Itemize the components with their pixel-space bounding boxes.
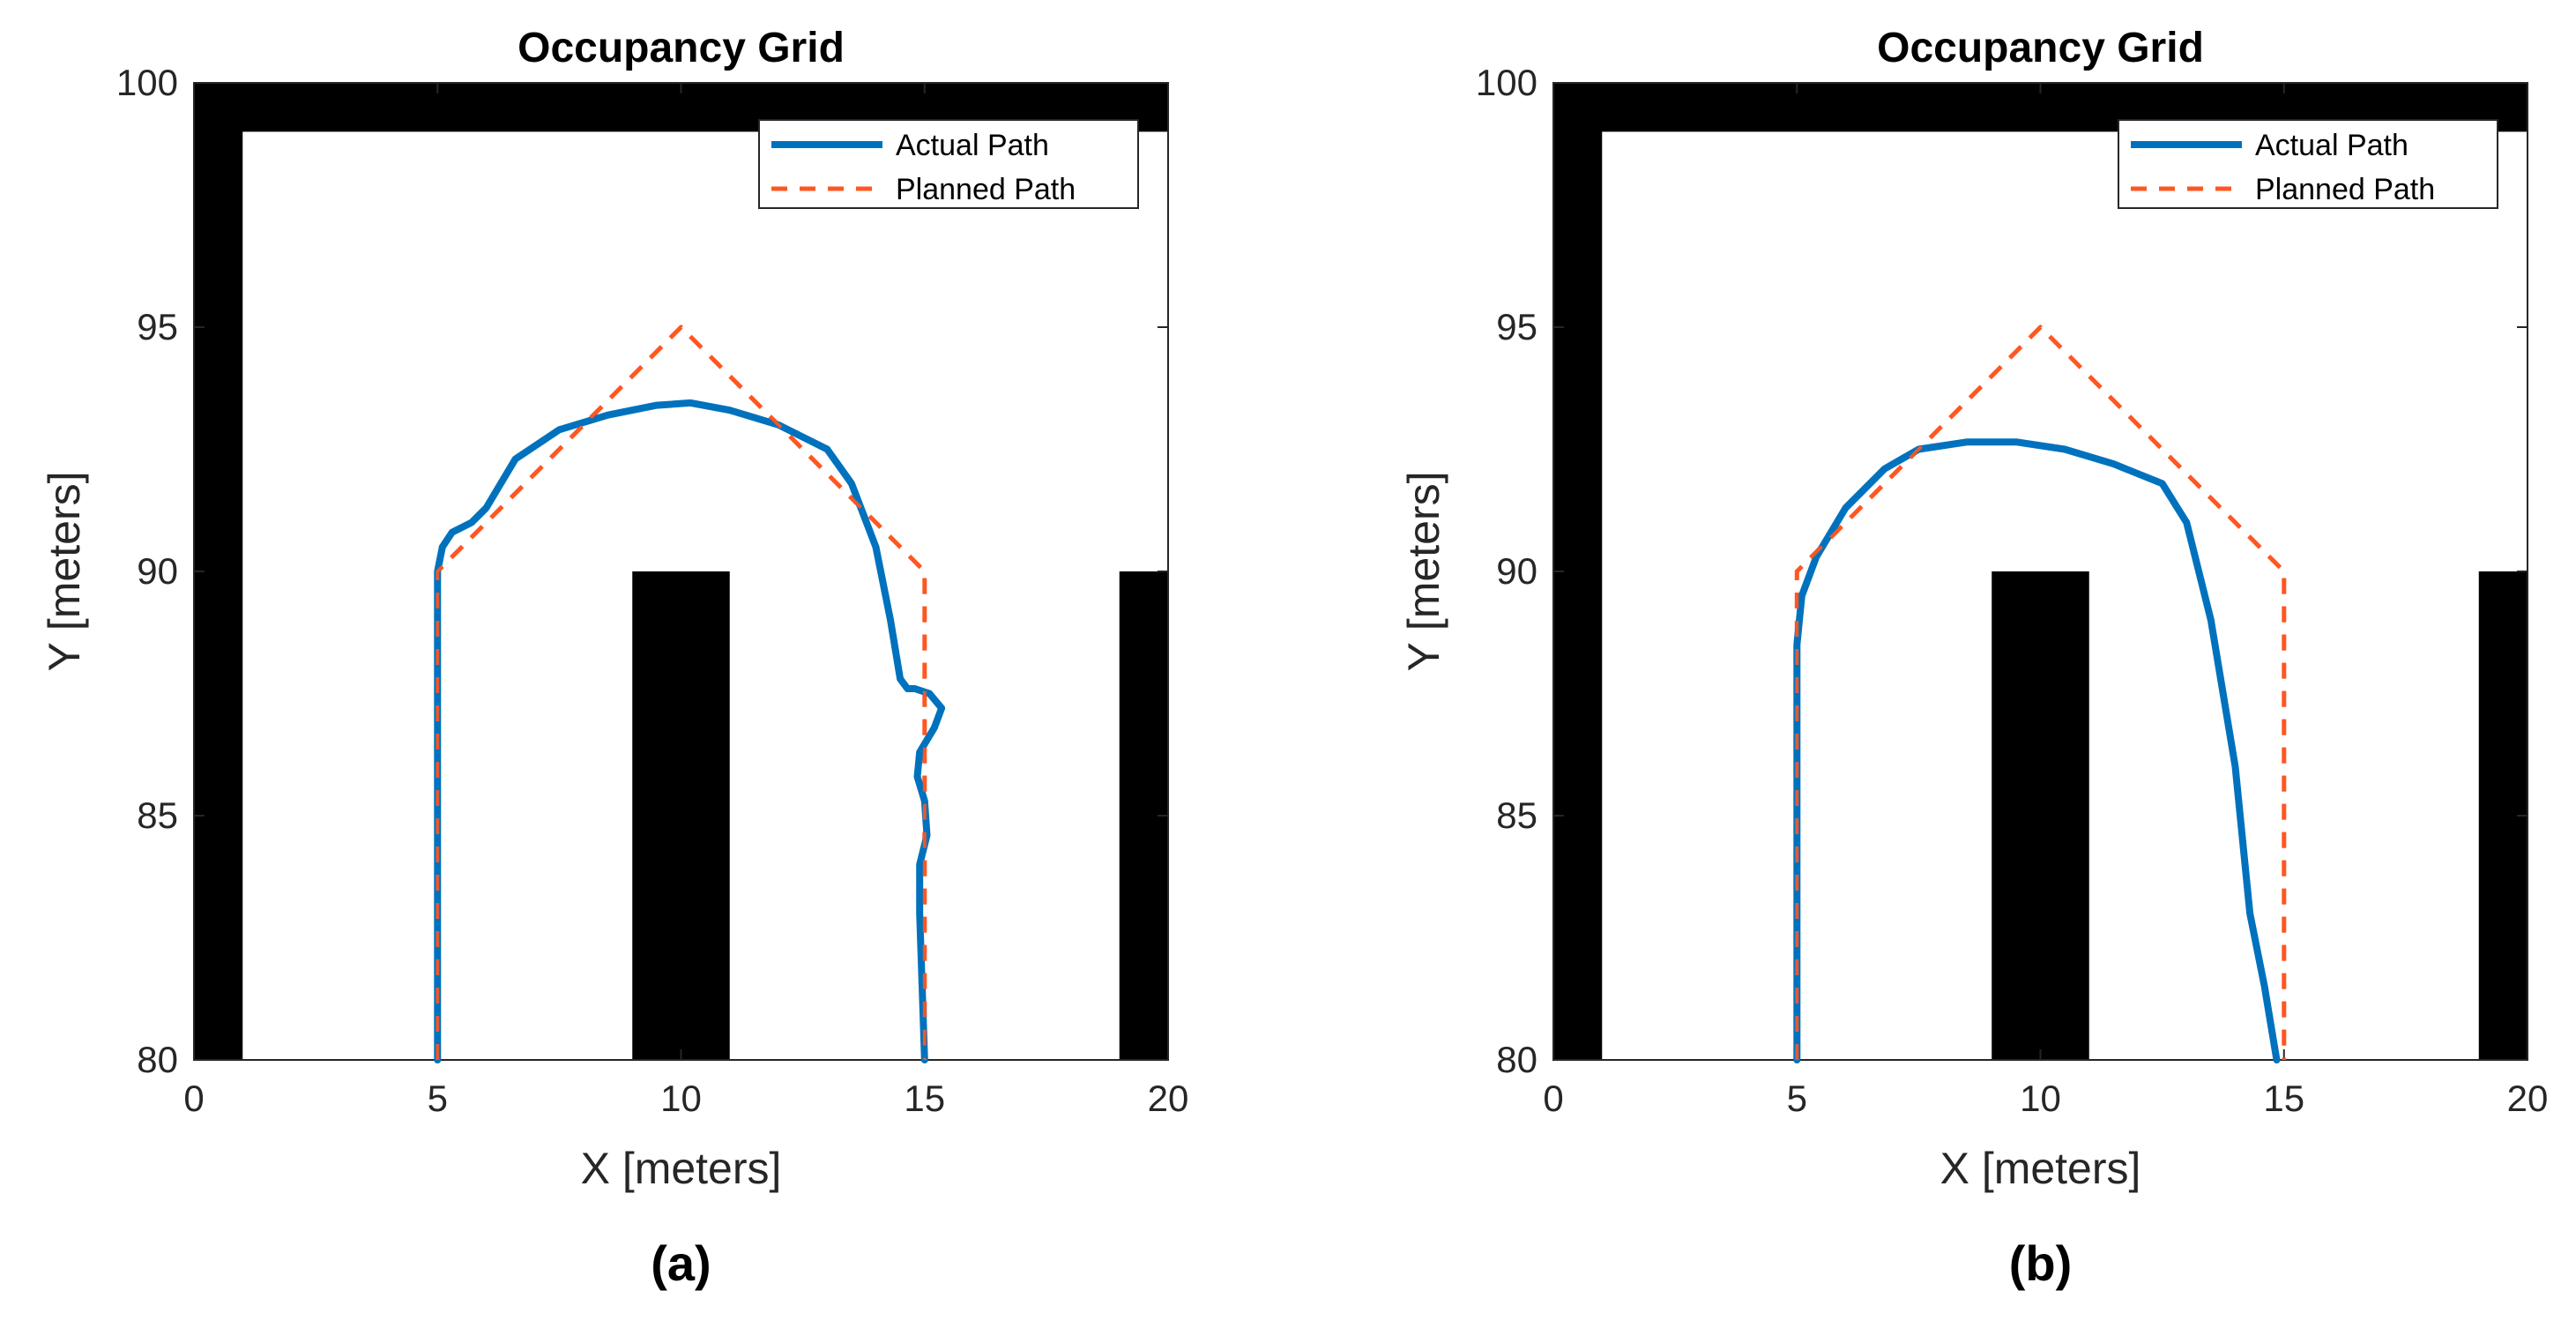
legend-label-1: Planned Path	[896, 173, 1076, 206]
chart-panel-a: 0 5 10 15 20 80 85 90 95 100 Actual Path Planned Pa…	[40, 25, 1188, 1291]
legend-label-0: Actual Path	[2255, 129, 2408, 162]
y-tick-label-3: 95	[137, 306, 178, 347]
x-tick-label-3: 15	[904, 1078, 945, 1119]
obstacle-2	[1992, 571, 2089, 1060]
y-tick-label-3: 95	[1496, 306, 1537, 347]
x-tick-label-4: 20	[1148, 1078, 1189, 1119]
panel-caption: (b)	[2009, 1235, 2073, 1291]
legend-label-1: Planned Path	[2255, 173, 2435, 206]
obstacle-2	[632, 571, 730, 1060]
actual-path-line	[434, 399, 946, 1063]
planned-path-overlay	[436, 325, 927, 1060]
y-tick-label-1: 85	[1496, 795, 1537, 836]
y-tick-label-2: 90	[137, 550, 178, 592]
x-axis-label: X [meters]	[581, 1144, 782, 1193]
x-tick-label-2: 10	[660, 1078, 702, 1119]
y-tick-label-4: 100	[116, 62, 178, 103]
y-tick-label-1: 85	[137, 795, 178, 836]
legend-box	[758, 119, 1139, 209]
y-tick-label-2: 90	[1496, 550, 1537, 592]
chart-panel-b: 0 5 10 15 20 80 85 90 95 100 Actual Path Planned Pa…	[1399, 25, 2548, 1291]
x-tick-label-3: 15	[2263, 1078, 2304, 1119]
y-tick-label-0: 80	[137, 1039, 178, 1080]
planned-path-overlay	[1795, 325, 2286, 1060]
y-tick-label-4: 100	[1476, 62, 1537, 103]
x-tick-label-2: 10	[2020, 1078, 2061, 1119]
y-tick-label-0: 80	[1496, 1039, 1537, 1080]
x-tick-label-0: 0	[183, 1078, 204, 1119]
legend: Actual Path Planned Path	[2118, 119, 2498, 209]
panel-caption: (a)	[651, 1235, 711, 1291]
legend: Actual Path Planned Path	[758, 119, 1139, 209]
x-tick-label-1: 5	[1787, 1078, 1807, 1119]
y-axis-label: Y [meters]	[1399, 472, 1448, 672]
actual-path-line	[1793, 438, 2281, 1063]
x-tick-label-1: 5	[428, 1078, 448, 1119]
legend-label-0: Actual Path	[896, 129, 1049, 162]
chart-title: Occupancy Grid	[517, 25, 845, 71]
chart-title: Occupancy Grid	[1877, 25, 2204, 71]
y-axis-label: Y [meters]	[40, 472, 89, 672]
legend-box	[2118, 119, 2498, 209]
x-tick-label-4: 20	[2507, 1078, 2549, 1119]
x-tick-label-0: 0	[1543, 1078, 1563, 1119]
x-axis-label: X [meters]	[1940, 1144, 2141, 1193]
